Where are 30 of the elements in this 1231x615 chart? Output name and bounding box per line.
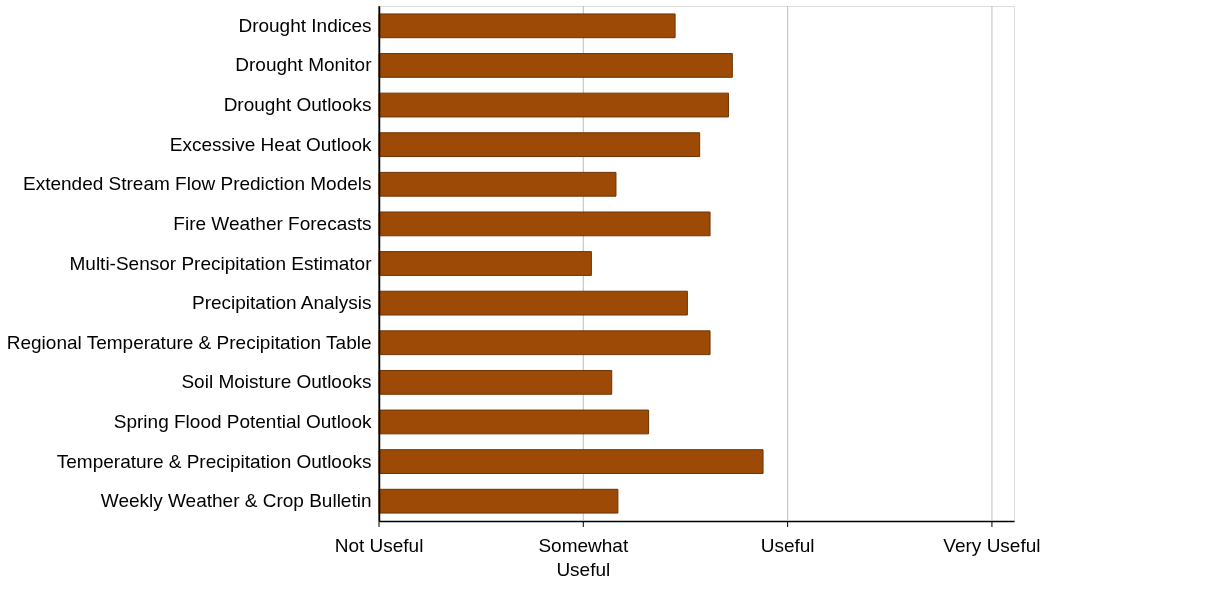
y-tick-label: Temperature & Precipitation Outlooks	[56, 450, 372, 472]
ref-line-label: Very Useful	[943, 535, 1041, 556]
y-tick-label: Multi-Sensor Precipitation Estimator	[69, 252, 373, 274]
y-tick-label: Spring Flood Potential Outlook	[113, 410, 372, 432]
y-tick-label: Precipitation Analysis	[191, 292, 372, 314]
bar	[378, 92, 729, 118]
y-tick-label: Regional Temperature & Precipitation Table	[6, 331, 372, 353]
bar	[378, 13, 676, 39]
bar	[378, 53, 733, 78]
bar	[378, 409, 650, 435]
bar	[378, 369, 613, 395]
bar	[378, 171, 617, 197]
bar	[378, 211, 711, 237]
bar	[378, 251, 592, 276]
y-tick-label: Excessive Heat Outlook	[169, 133, 372, 155]
y-tick-label: Soil Moisture Outlooks	[181, 371, 372, 393]
bar	[378, 330, 711, 356]
y-tick-label: Fire Weather Forecasts	[173, 212, 372, 234]
ref-line-label: Somewhat Useful	[538, 535, 629, 580]
bar	[378, 290, 688, 316]
ref-line-label: Useful	[760, 535, 815, 556]
y-tick-label: Weekly Weather & Crop Bulletin	[100, 490, 372, 512]
y-tick-label: Drought Outlooks	[223, 94, 372, 116]
ref-line-label: Not Useful	[334, 535, 424, 556]
y-tick-label: Drought Indices	[238, 14, 372, 36]
y-tick-label: Extended Stream Flow Prediction Models	[23, 173, 372, 195]
bar	[378, 488, 619, 514]
bar	[378, 449, 764, 474]
y-tick-label: Drought Monitor	[235, 54, 373, 76]
bar	[378, 132, 701, 158]
